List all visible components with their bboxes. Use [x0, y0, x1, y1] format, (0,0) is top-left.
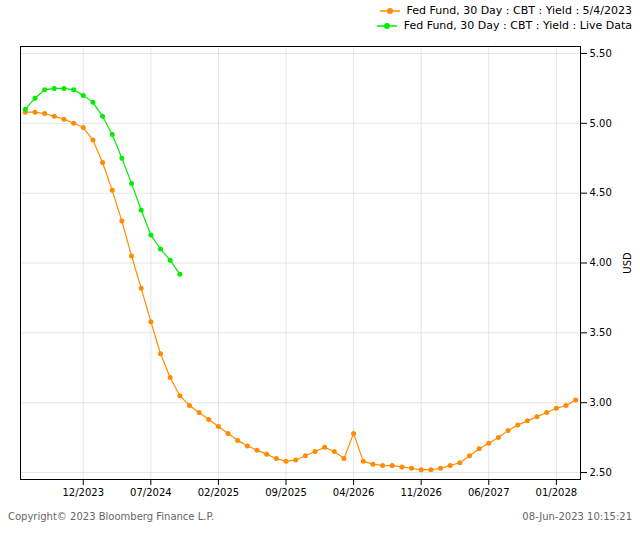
- svg-text:02/2025: 02/2025: [198, 487, 240, 498]
- html-text:Copyright© 2023 Bloomberg Fina: Copyright© 2023 Bloomberg Finance L.P.: [8, 511, 215, 522]
- svg-text:04/2026: 04/2026: [333, 487, 375, 498]
- html-text:Fed Fund, 30 Day : CBT : Yield: Fed Fund, 30 Day : CBT : Yield : Live Da…: [403, 19, 632, 32]
- svg-text:07/2024: 07/2024: [130, 487, 172, 498]
- svg-text:09/2025: 09/2025: [265, 487, 307, 498]
- svg-text:2.50: 2.50: [590, 467, 612, 478]
- svg-text:3.00: 3.00: [590, 397, 612, 408]
- svg-text:12/2023: 12/2023: [62, 487, 104, 498]
- svg-text:4.00: 4.00: [590, 257, 612, 268]
- svg-text:01/2028: 01/2028: [536, 487, 578, 498]
- svg-text:5.50: 5.50: [590, 48, 612, 59]
- svg-text:3.50: 3.50: [590, 327, 612, 338]
- svg-text:06/2027: 06/2027: [468, 487, 510, 498]
- svg-text:4.50: 4.50: [590, 187, 612, 198]
- html-text:Fed Fund, 30 Day : CBT : Yield: Fed Fund, 30 Day : CBT : Yield : 5/4/202…: [406, 4, 632, 17]
- html-text:08-Jun-2023 10:15:21: 08-Jun-2023 10:15:21: [522, 511, 632, 522]
- svg-text:USD: USD: [622, 252, 633, 274]
- svg-text:11/2026: 11/2026: [400, 487, 442, 498]
- svg-text:5.00: 5.00: [590, 118, 612, 129]
